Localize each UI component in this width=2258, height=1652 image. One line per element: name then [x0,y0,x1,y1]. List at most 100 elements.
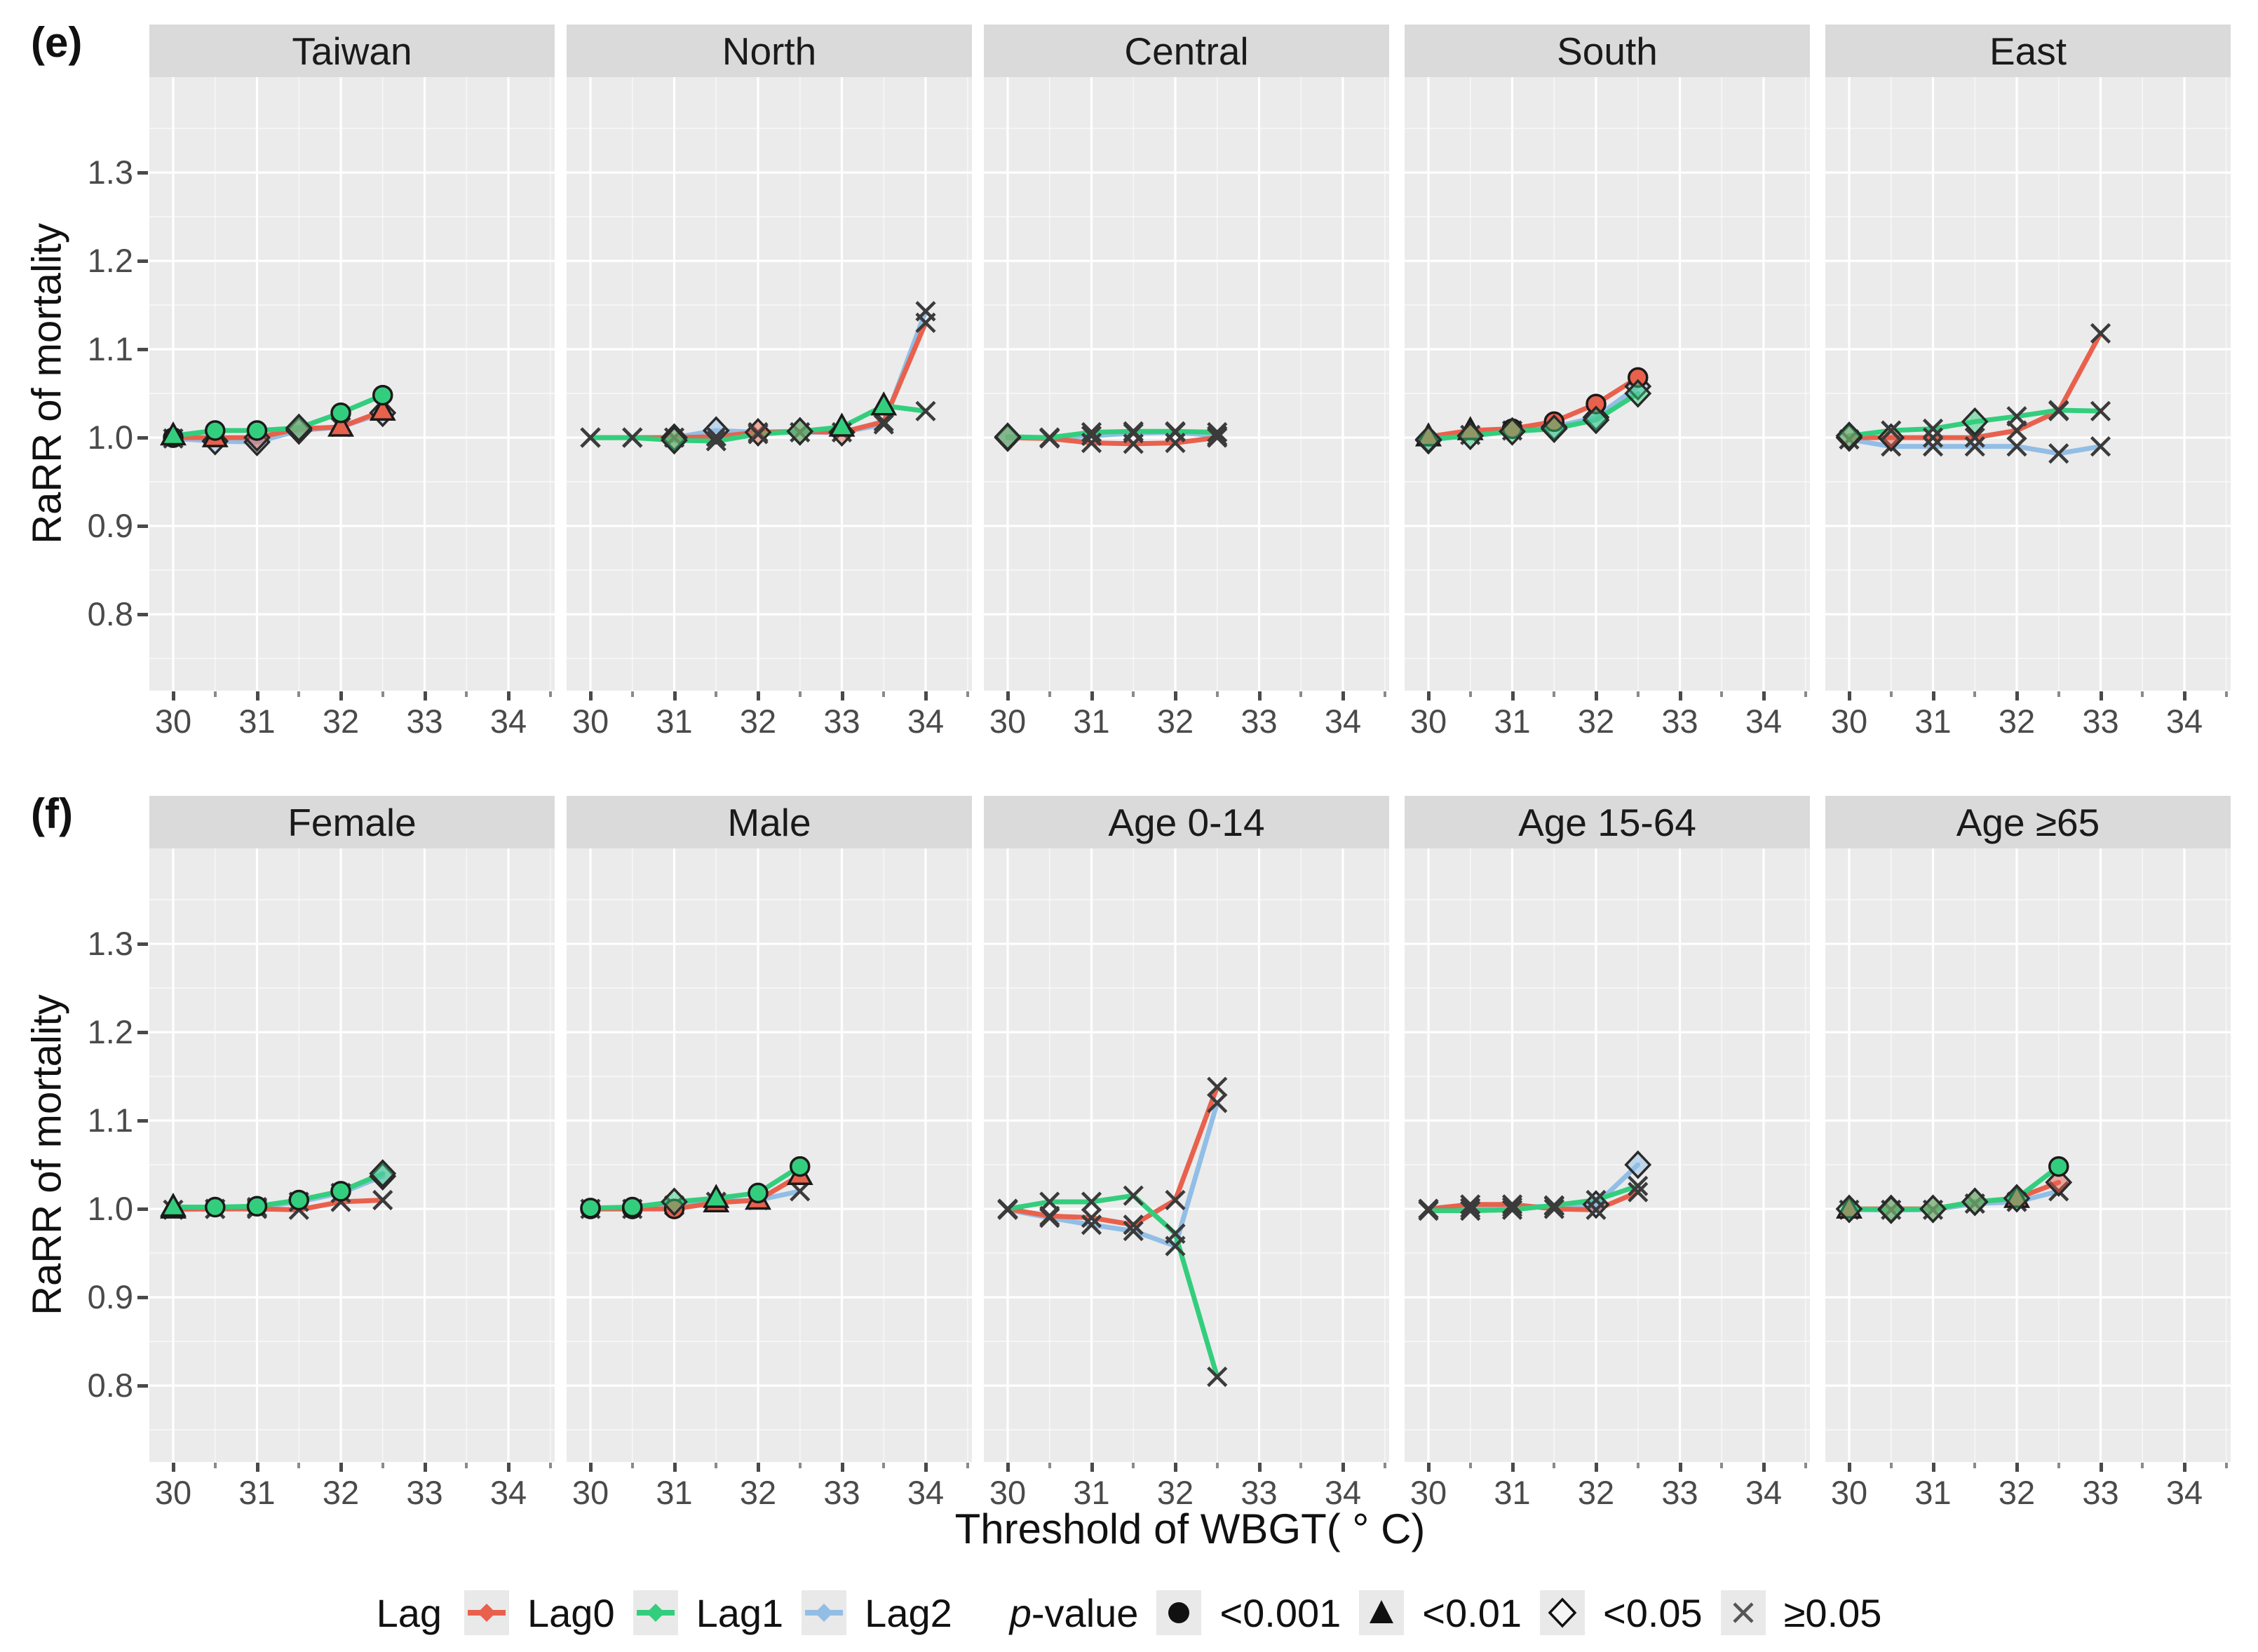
x-axis-ticks: 30 31 32 33 34 [1825,1462,2231,1518]
marker-cross [1460,1198,1481,1219]
x-minor-tick-mark [966,691,969,697]
plot-area-north [567,77,972,691]
facet-header-taiwan: Taiwan [149,25,555,77]
row-label-e: (e) [31,19,83,66]
x-minor-tick-mark [1636,1463,1640,1468]
x-tick-label: 31 [1914,1474,1952,1511]
x-minor-tick-mark [715,691,718,697]
marker-triangle [703,1184,730,1208]
marker-cross [1501,1194,1523,1215]
y-tick-mark [137,613,148,616]
marker-cross [1123,1185,1144,1206]
x-tick-label: 31 [656,703,693,740]
legend-lag-title: Lag [376,1590,442,1635]
x-minor-tick-mark [1132,1463,1135,1468]
x-minor-tick-mark [1804,1463,1807,1468]
pvalue-circle-key-icon [1156,1590,1202,1635]
x-tick-label: 31 [656,1474,693,1511]
x-tick-mark [1006,1463,1010,1472]
x-tick-label: 30 [989,1474,1027,1511]
x-tick-label: 33 [1661,703,1698,740]
y-tick-label: 0.8 [87,595,133,632]
x-minor-tick-mark [1636,691,1640,697]
x-minor-tick-mark [882,1463,886,1468]
series-markers-lag0 [997,1076,1228,1235]
x-tick-mark [507,691,511,700]
x-minor-tick-mark [1553,1463,1556,1468]
x-tick-mark [1848,691,1851,700]
marker-cross [748,424,769,445]
marker-diamond [1499,417,1526,446]
x-tick-label: 32 [322,1474,360,1511]
x-tick-mark [172,1463,175,1472]
x-tick-label: 31 [1494,703,1531,740]
marker-cross [1922,427,1944,448]
marker-diamond [1414,425,1442,454]
marker-cross [1207,1092,1228,1113]
x-tick-label: 32 [322,703,360,740]
x-minor-tick-mark [798,691,802,697]
y-tick-label: 0.9 [87,507,133,544]
x-minor-tick-mark [1383,1463,1386,1468]
x-tick-mark [1595,691,1598,700]
x-tick-mark [2015,1463,2019,1472]
x-tick-mark [1931,1463,1935,1472]
marker-cross [1207,1076,1228,1097]
x-minor-tick-mark [2224,1463,2228,1468]
x-tick-mark [2183,691,2186,700]
y-tick-label: 1.1 [87,330,133,367]
x-tick-label: 31 [1914,703,1952,740]
x-tick-label: 34 [907,703,945,740]
marker-cross [622,427,643,448]
marker-circle [790,1156,811,1177]
y-tick-mark [137,1031,148,1034]
marker-cross [1628,1175,1649,1196]
series-markers-lag1 [160,1159,397,1218]
marker-cross [372,1189,393,1211]
legend-pvalue-title: p-value [1009,1590,1139,1635]
x-tick-label: 30 [1830,1474,1868,1511]
y-tick-label: 0.9 [87,1278,133,1315]
series-markers-lag0 [1418,1182,1649,1220]
y-tick-label: 1.2 [87,242,133,279]
x-tick-label: 30 [154,1474,192,1511]
series-markers-lag2 [1414,372,1652,455]
marker-cross [2090,400,2111,421]
plot-area-age-0-14 [984,848,1389,1462]
marker-circle [246,420,268,441]
series-line-lag1 [170,393,386,439]
x-axis-ticks: 30 31 32 33 34 [1405,1462,1810,1518]
marker-circle [372,384,393,406]
marker-triangle [327,412,354,437]
series-markers-lag1 [580,1156,811,1219]
x-tick-label: 31 [238,703,276,740]
x-tick-mark [1427,691,1431,700]
x-tick-mark [172,691,175,700]
x-tick-mark [2099,691,2103,700]
x-axis-ticks: 30 31 32 33 34 [567,691,972,747]
x-minor-tick-mark [1048,691,1051,697]
x-tick-mark [757,1463,760,1472]
x-tick-mark [924,691,928,700]
y-tick-label: 0.8 [87,1367,133,1404]
marker-triangle [828,412,856,437]
marker-cross [1501,1196,1523,1218]
pvalue-diamond-key-icon [1539,1590,1585,1635]
marker-circle [330,402,351,424]
x-tick-label: 31 [1494,1474,1531,1511]
marker-cross [1922,418,1944,440]
x-tick-mark [1595,1463,1598,1472]
x-tick-label: 31 [1073,703,1110,740]
facet-header-male: Male [567,796,972,848]
x-tick-label: 34 [2165,1474,2203,1511]
x-tick-mark [1257,691,1262,700]
x-tick-label: 32 [1998,1474,2036,1511]
y-tick-label: 1.3 [87,925,133,962]
marker-cross [1501,1199,1523,1220]
x-axis-ticks: 30 31 32 33 34 [567,1462,972,1518]
x-axis-ticks: 30 31 32 33 34 [984,691,1389,747]
marker-cross [1081,425,1102,447]
x-tick-label: 30 [572,1474,609,1511]
marker-cross [1543,1198,1564,1219]
pvalue-triangle-key-icon [1359,1590,1405,1635]
